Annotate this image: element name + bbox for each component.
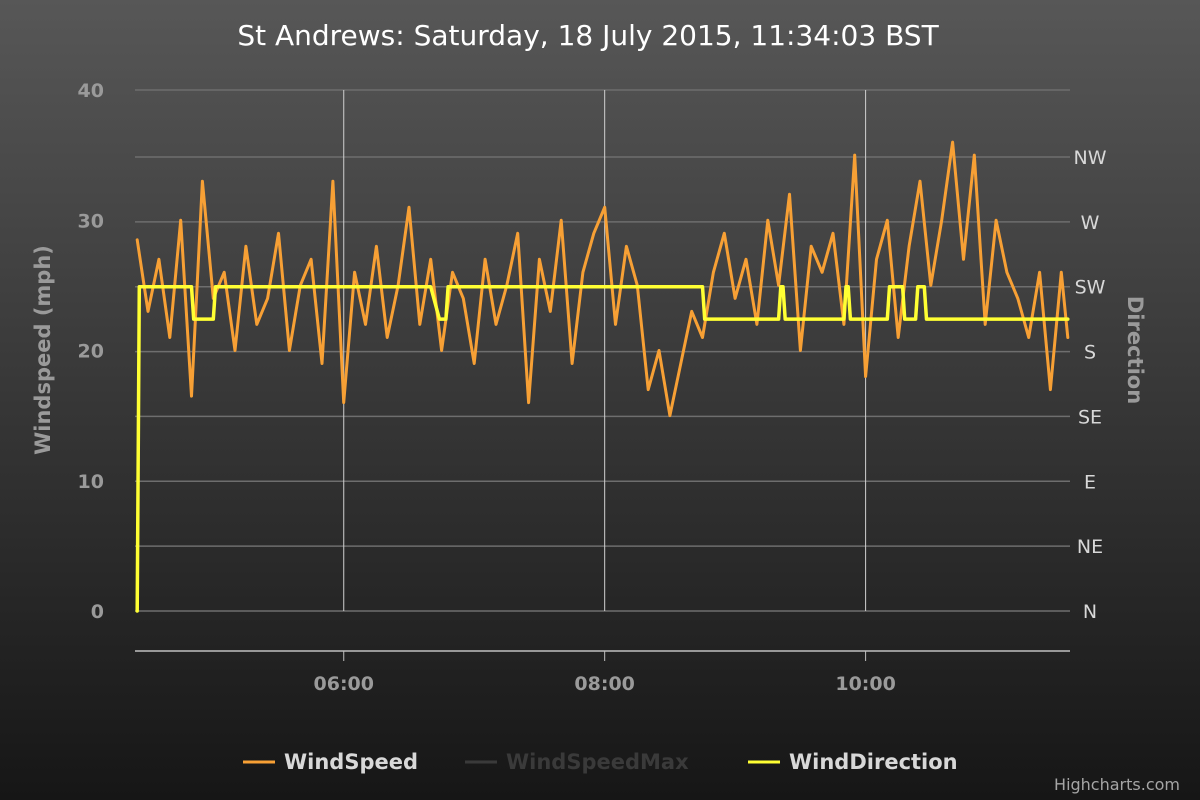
credits-text[interactable]: Highcharts.com <box>1054 775 1180 794</box>
direction-tick-label: SE <box>1078 406 1102 428</box>
direction-tick-label: SW <box>1075 277 1106 299</box>
x-tick-label: 10:00 <box>835 673 895 695</box>
y-tick-label: 0 <box>91 601 104 623</box>
direction-tick-label: E <box>1084 471 1096 493</box>
y-axis-title: Windspeed (mph) <box>31 245 55 455</box>
legend-item-label: WindSpeed <box>284 750 418 774</box>
y-tick-label: 20 <box>78 341 104 363</box>
x-tick-label: 08:00 <box>574 673 634 695</box>
y-tick-label: 40 <box>78 80 104 102</box>
direction-tick-label: S <box>1084 342 1096 364</box>
y-axis-right-title: Direction <box>1123 296 1147 404</box>
direction-tick-label: W <box>1081 212 1100 234</box>
direction-axis-ticks: N NE E SE S SW W NW <box>1074 147 1107 623</box>
legend-item-label: WindSpeedMax <box>506 750 689 774</box>
legend-item-label: WindDirection <box>789 750 958 774</box>
series-line-winddirection <box>135 284 1070 613</box>
y-axis-ticks: 0 10 20 30 40 <box>78 80 104 623</box>
series-line-windspeed <box>135 140 1070 418</box>
direction-tick-label: N <box>1083 601 1097 623</box>
series-layer <box>135 140 1070 613</box>
y-tick-label: 10 <box>78 471 104 493</box>
chart-title: St Andrews: Saturday, 18 July 2015, 11:3… <box>237 19 939 52</box>
legend: WindSpeed WindSpeedMax WindDirection <box>243 750 958 774</box>
direction-tick-label: NE <box>1077 536 1103 558</box>
x-tick-label: 06:00 <box>314 673 374 695</box>
x-axis-ticks: 06:00 08:00 10:00 <box>314 673 896 695</box>
direction-tick-label: NW <box>1074 147 1107 169</box>
grid <box>135 89 1070 661</box>
y-tick-label: 30 <box>78 210 104 232</box>
